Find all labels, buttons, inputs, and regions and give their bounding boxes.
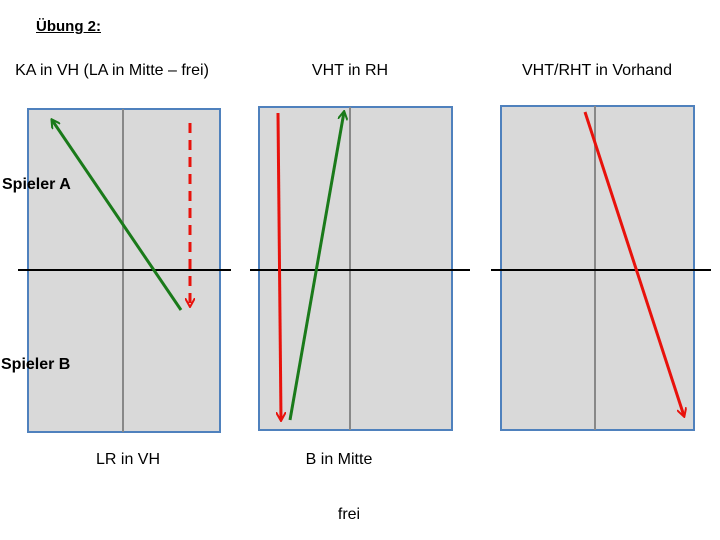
heading: Übung 2: bbox=[36, 18, 101, 35]
table-3 bbox=[491, 105, 711, 431]
player-label: Spieler A bbox=[2, 176, 71, 193]
footer: frei bbox=[337, 506, 361, 523]
column-title: KA in VH (LA in Mitte – frei) bbox=[15, 62, 209, 79]
column-title: VHT/RHT in Vorhand bbox=[522, 62, 672, 79]
column-bottom: LR in VH bbox=[95, 451, 161, 468]
table-1 bbox=[18, 108, 231, 433]
table-2 bbox=[250, 106, 470, 431]
column-bottom: B in Mitte bbox=[305, 451, 373, 468]
player-label: Spieler B bbox=[1, 356, 71, 373]
column-title: VHT in RH bbox=[311, 62, 389, 79]
